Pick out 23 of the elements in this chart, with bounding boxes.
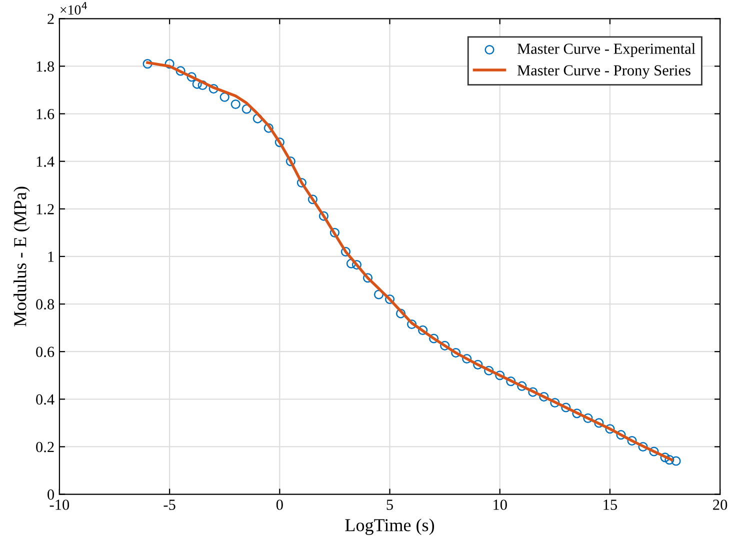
- y-tick-label: 2: [48, 14, 54, 24]
- legend-label: Master Curve - Experimental: [517, 43, 696, 58]
- y-tick-label: 0.6: [36, 346, 54, 358]
- text: ×10$^{4}$: [60, 2, 87, 15]
- x-tick-label: 10: [494, 500, 507, 510]
- x-tick-label: -5: [164, 500, 176, 510]
- y-tick-label: 0.8: [36, 299, 54, 310]
- y-tick-label: 0.4: [36, 394, 54, 405]
- y-tick-label: 1.6: [36, 108, 54, 120]
- y-tick-label: 1.2: [36, 204, 54, 214]
- x-tick-label: 15: [604, 500, 617, 510]
- x-tick-label: -10: [50, 500, 70, 510]
- y-tick-label: 0: [48, 489, 54, 500]
- y-tick-label: 1: [48, 252, 54, 262]
- legend-label: Master Curve - Prony Series: [517, 65, 690, 79]
- x-axis-title: LogTime (s): [345, 518, 434, 535]
- x-tick-label: 0: [276, 500, 283, 510]
- x-tick-label: 20: [713, 500, 728, 510]
- y-axis-title: Modulus - E (MPa): [14, 186, 30, 326]
- x-tick-label: 5: [386, 500, 393, 510]
- y-tick-label: 1.4: [36, 156, 54, 167]
- y-tick-label: 0.2: [36, 442, 54, 452]
- y-tick-label: 1.8: [36, 61, 54, 72]
